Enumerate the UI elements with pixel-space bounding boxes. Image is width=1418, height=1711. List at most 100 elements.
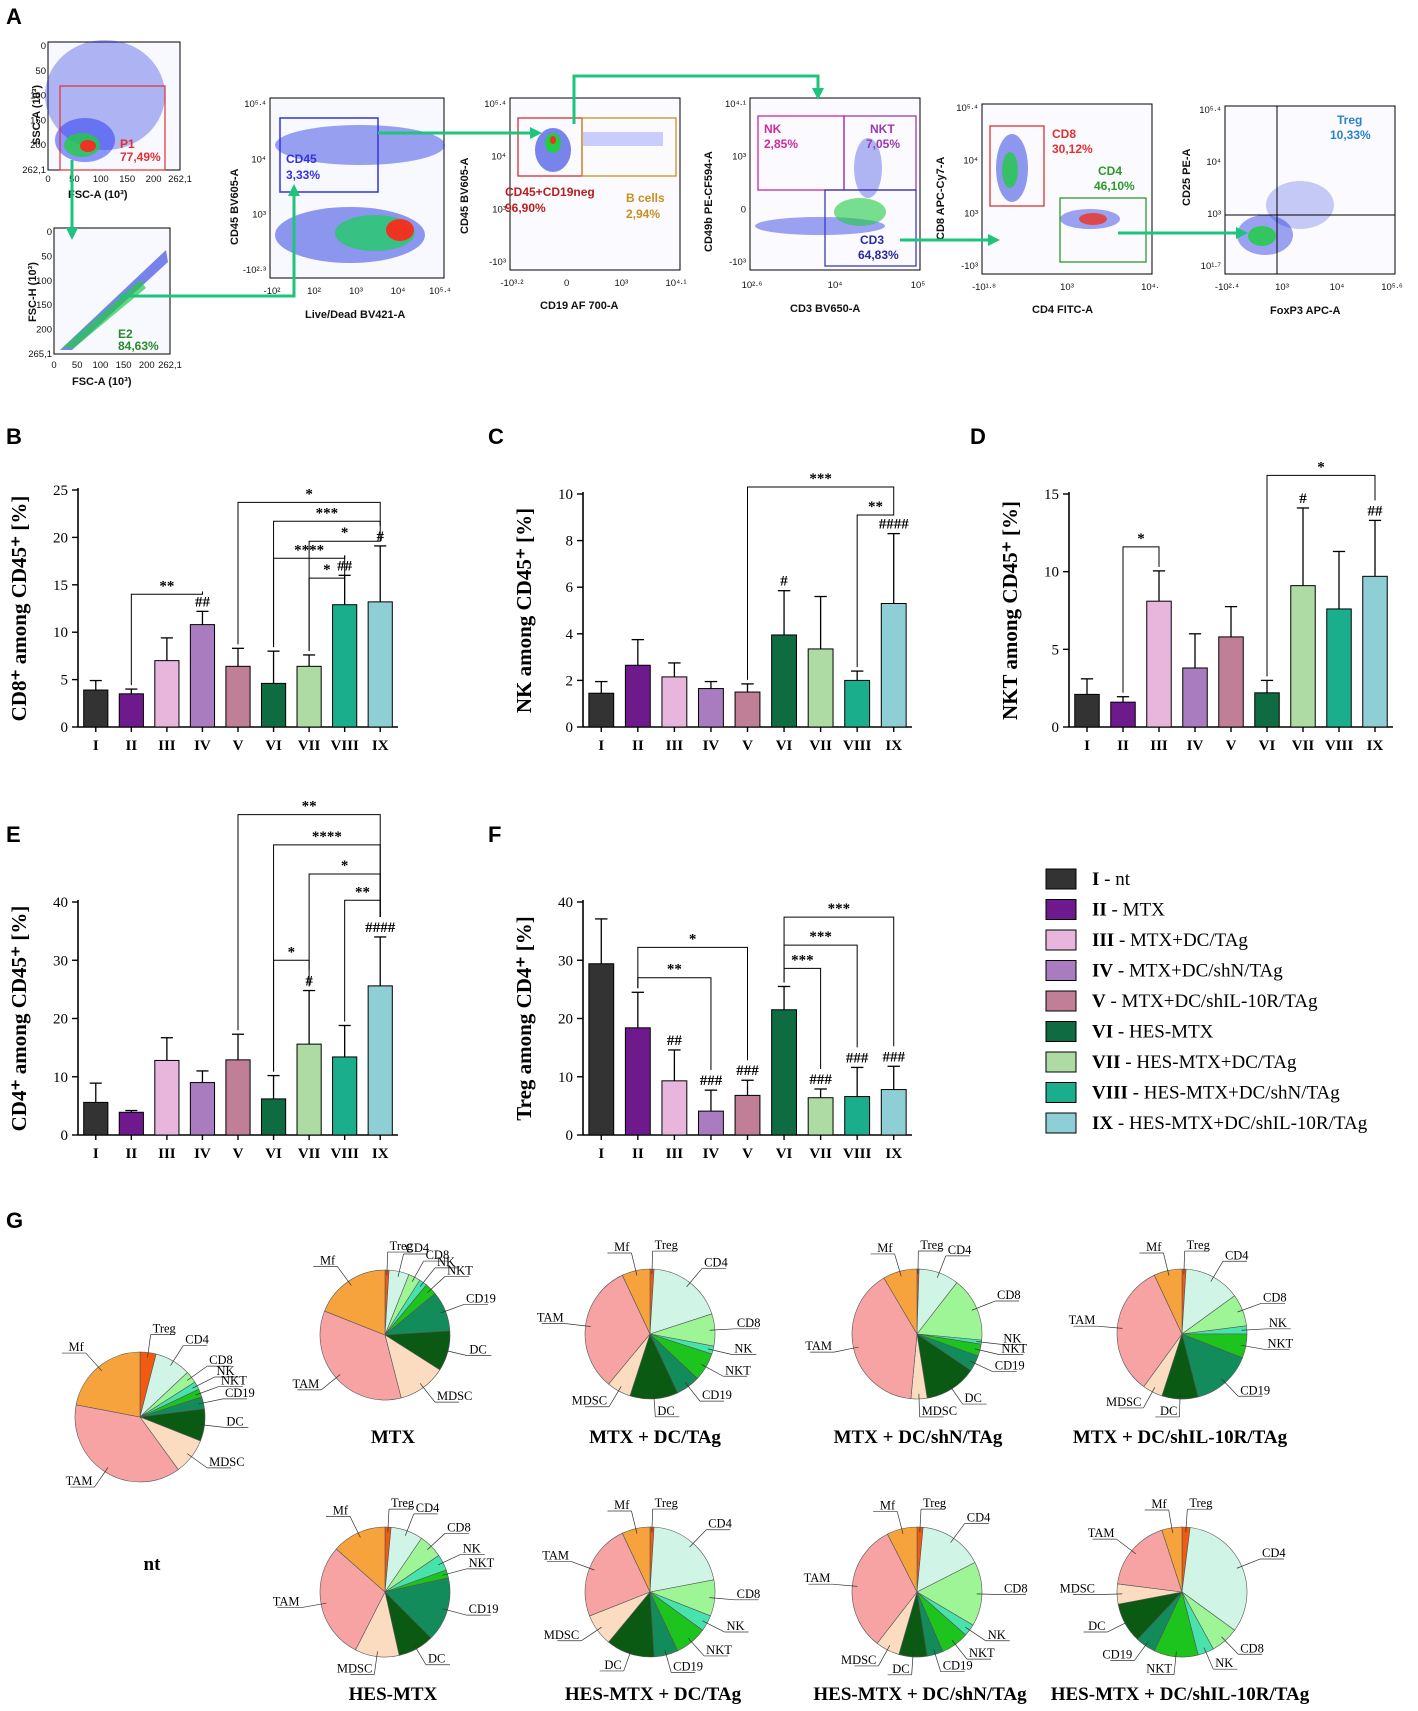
pie-title: nt bbox=[144, 1554, 162, 1575]
bar-vi bbox=[260, 1098, 287, 1136]
y-tick-label: 15 bbox=[53, 578, 68, 594]
pie-label: DC bbox=[1160, 1404, 1177, 1418]
bar-ii bbox=[624, 1027, 651, 1136]
pie-leader bbox=[631, 1252, 638, 1276]
x-axis-label: CD4 FITC-A bbox=[1032, 304, 1093, 316]
pie-leader bbox=[974, 1348, 1000, 1355]
y-tick-label: 40 bbox=[53, 895, 68, 911]
x-tick-label: IX bbox=[372, 738, 389, 754]
x-tick-label: III bbox=[158, 738, 176, 754]
pie-leader bbox=[707, 1348, 733, 1355]
flow-x-tick: 10⁴ bbox=[391, 286, 406, 297]
panel-letter-c: C bbox=[488, 424, 504, 449]
y-tick-label: 0 bbox=[566, 720, 574, 736]
density-core bbox=[834, 198, 886, 226]
pie-leader bbox=[565, 1323, 591, 1327]
pie-leader bbox=[442, 1608, 467, 1616]
flow-y-tick: -10³ bbox=[489, 257, 506, 268]
flow-y-tick: 10⁵·⁴ bbox=[1199, 105, 1221, 116]
pie-title: HES-MTX + DC/TAg bbox=[565, 1684, 742, 1705]
pie-title: MTX + DC/TAg bbox=[589, 1427, 721, 1448]
y-tick-label: 0 bbox=[61, 720, 69, 736]
significance-bracket bbox=[783, 944, 858, 1048]
gate-cd3-label: CD3 bbox=[860, 233, 884, 247]
density-core bbox=[80, 140, 96, 152]
significance-label: ** bbox=[868, 499, 883, 515]
y-tick-label: 30 bbox=[53, 953, 68, 969]
flow-x-tick: -10³·² bbox=[500, 278, 523, 289]
significance-label: *** bbox=[316, 505, 339, 521]
pie-leader bbox=[976, 1593, 1002, 1595]
pie-label: MDSC bbox=[437, 1389, 472, 1403]
x-tick-label: II bbox=[632, 738, 644, 754]
significance-label: * bbox=[689, 931, 697, 947]
gate-p1-pct: 77,49% bbox=[120, 150, 161, 164]
panel-letter-b: B bbox=[6, 424, 22, 449]
pie-leader bbox=[976, 1341, 1002, 1345]
y-axis-label: NKT among CD45⁺ [%] bbox=[998, 501, 1022, 720]
x-tick-label: VIII bbox=[330, 738, 359, 754]
pie-label: DC bbox=[657, 1404, 674, 1418]
significance-bracket bbox=[637, 977, 712, 1071]
x-tick-label: II bbox=[125, 738, 137, 754]
significance-hash: ### bbox=[809, 1072, 832, 1088]
plot-frame bbox=[749, 97, 921, 271]
y-tick-label: 25 bbox=[53, 483, 68, 499]
pie-label: CD4 bbox=[967, 1510, 991, 1524]
flow-x-tick: 150 bbox=[116, 360, 132, 371]
flow-x-tick: 262,1 bbox=[168, 174, 192, 185]
pie-label: TAM bbox=[537, 1311, 564, 1325]
legend-desc: - HES-MTX+DC/shN/TAg bbox=[1128, 1083, 1340, 1104]
legend-swatch-v bbox=[1045, 990, 1077, 1012]
pie-label: CD8 bbox=[1004, 1582, 1028, 1596]
bar-iii bbox=[661, 676, 688, 728]
flow-y-tick: 10³ bbox=[252, 210, 266, 221]
density-treg bbox=[1266, 181, 1334, 229]
pie-label: CD4 bbox=[948, 1243, 972, 1257]
legend-desc: - HES-MTX bbox=[1113, 1022, 1214, 1043]
pie-leader bbox=[950, 1523, 966, 1543]
x-tick-label: III bbox=[666, 1146, 684, 1162]
x-tick-label: IV bbox=[703, 1146, 720, 1162]
flow-plot-livedead-cd45: CD45 3,33% Live/Dead BV421-A CD45 BV605-… bbox=[229, 97, 451, 321]
flow-y-tick: 100 bbox=[36, 276, 52, 287]
flow-y-tick: 10⁴ bbox=[963, 156, 978, 167]
pie-leader bbox=[1116, 1538, 1137, 1555]
flow-y-tick: 10⁴ bbox=[491, 152, 506, 163]
pie-label: CD4 bbox=[185, 1333, 209, 1347]
y-axis-label: CD8⁺ among CD45⁺ [%] bbox=[7, 496, 31, 722]
x-tick-label: III bbox=[666, 738, 684, 754]
x-tick-label: VII bbox=[298, 738, 321, 754]
arrow-2 bbox=[120, 192, 296, 298]
gate-cd4-label: CD4 bbox=[1098, 164, 1122, 178]
density-band bbox=[275, 125, 445, 165]
bar-i bbox=[1074, 693, 1100, 728]
pie-title: HES-MTX + DC/shIL-10R/TAg bbox=[1051, 1684, 1310, 1705]
y-tick-label: 10 bbox=[53, 1070, 68, 1086]
flow-x-tick: 10⁵·⁶ bbox=[1381, 282, 1403, 293]
significance-bracket bbox=[308, 555, 346, 651]
flow-y-tick: 10⁴ bbox=[1206, 157, 1221, 168]
y-tick-label: 10 bbox=[558, 487, 573, 503]
density-blob bbox=[45, 40, 165, 150]
bar-viii bbox=[844, 1096, 871, 1136]
pie-label: Mf bbox=[1151, 1497, 1167, 1511]
pie-label: Mf bbox=[1146, 1240, 1162, 1254]
x-tick-label: VIII bbox=[843, 1146, 872, 1162]
pie-leader bbox=[427, 1276, 446, 1293]
significance-bracket bbox=[747, 486, 895, 680]
arrow-4 bbox=[572, 74, 820, 124]
legend-item: VII - HES-MTX+DC/TAg bbox=[1092, 1052, 1297, 1073]
x-axis-label: FSC-A (10³) bbox=[68, 189, 128, 201]
pie-label: NK bbox=[988, 1628, 1006, 1642]
significance-label: *** bbox=[828, 901, 851, 917]
flow-plot-fsc-ssc: P1 77,49% FSC-A (10³) SSC-A (10³) 0 50 100… bbox=[22, 40, 192, 201]
y-axis-label: NK among CD45⁺ [%] bbox=[512, 508, 536, 713]
gate-treg-label: Treg bbox=[1337, 113, 1362, 127]
significance-hash: ### bbox=[700, 1073, 723, 1089]
pie-label: TAM bbox=[804, 1571, 831, 1585]
